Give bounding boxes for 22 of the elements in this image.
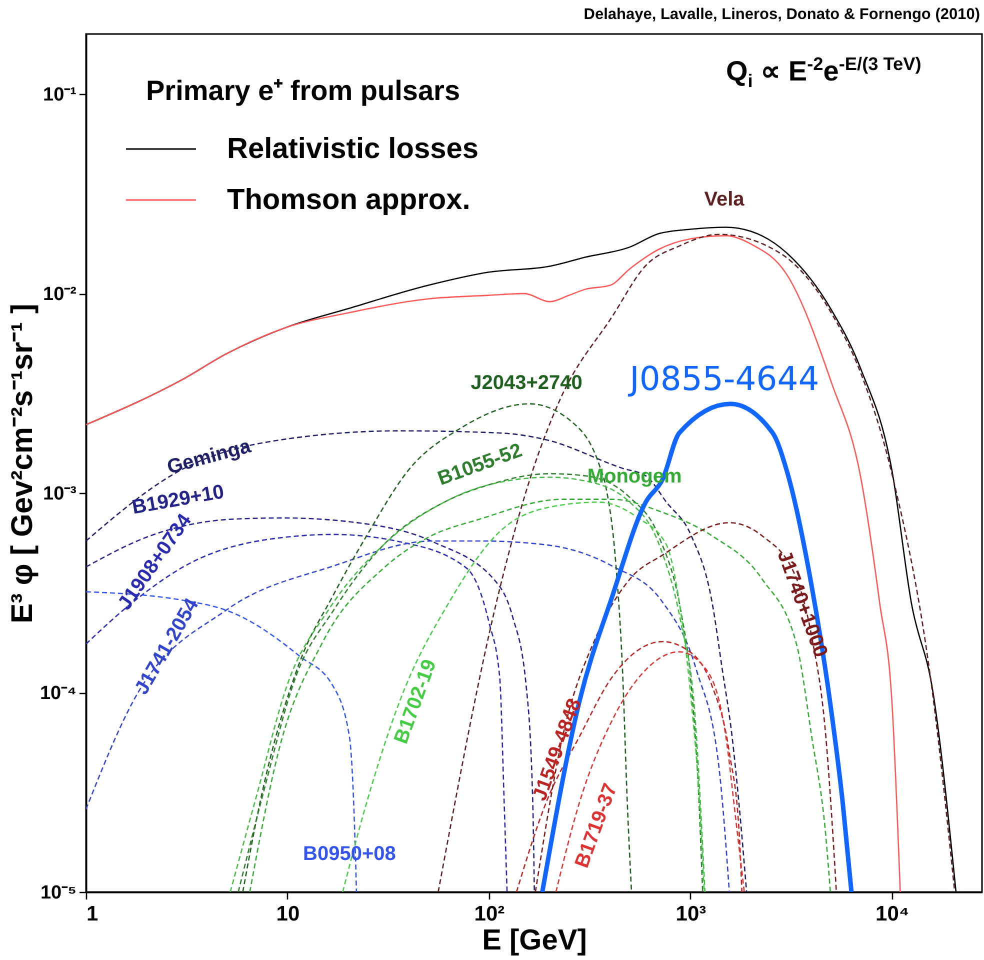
x-axis-title: E [GeV] [482,924,587,956]
series-label: J0855-4644 [628,358,820,398]
annotation: Q$_{i}$ ∝ E$^{-2}$e$^{-E/(3 TeV)}$ [726,54,922,92]
x-tick-label: 10² [474,902,505,926]
y-tick-label: 10⁻⁵ [40,882,76,904]
y-tick-label: 10⁻⁴ [40,683,76,704]
x-tick-label: 1 [86,902,98,926]
x-tick-label: 10³ [676,902,706,926]
x-tick-label: 10 [276,902,300,926]
y-tick-label: 10⁻¹ [43,84,76,106]
series-label: Vela [704,188,746,210]
series-label: B0950+08 [303,843,396,865]
y-tick-label: 10⁻³ [43,484,76,505]
legend-label: Relativistic losses [227,133,478,165]
text: Delahaye, Lavalle, Lineros, Donato & Fornengo (2010) [584,6,980,24]
x-tick-label: 10⁴ [876,902,910,926]
series-label: J2043+2740 [470,372,582,394]
y-axis-title: E³ φ [ Gev²cm⁻²s⁻¹sr⁻¹ ] [6,304,39,624]
annotation: Primary e⁺ from pulsars [146,74,460,108]
y-tick-label: 10⁻² [43,284,76,306]
legend-label: Thomson approx. [227,184,470,216]
text: Geminga [164,435,254,479]
